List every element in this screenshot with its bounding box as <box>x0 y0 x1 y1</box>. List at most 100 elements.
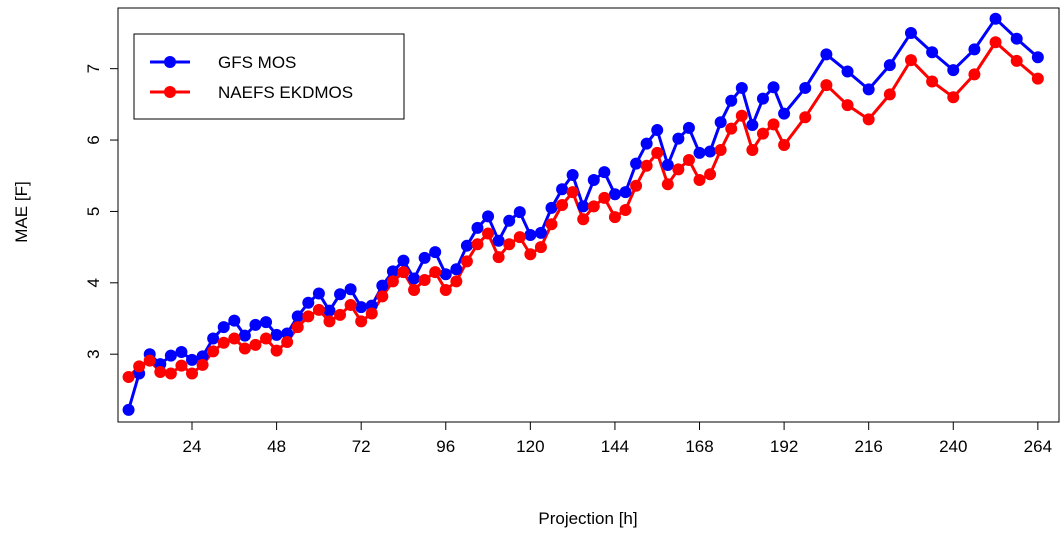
data-point-gfs-mos <box>291 310 304 323</box>
data-point-naefs-ekdmos <box>630 179 643 192</box>
data-point-naefs-ekdmos <box>164 367 177 380</box>
data-point-gfs-mos <box>534 226 547 239</box>
data-point-naefs-ekdmos <box>756 127 769 140</box>
x-tick-label: 120 <box>516 437 544 456</box>
data-point-gfs-mos <box>196 350 209 363</box>
y-tick-label: 5 <box>84 207 103 216</box>
data-point-gfs-mos <box>249 318 262 331</box>
data-point-gfs-mos <box>460 239 473 252</box>
data-point-naefs-ekdmos <box>926 75 939 88</box>
data-point-gfs-mos <box>651 124 664 137</box>
data-point-naefs-ekdmos <box>767 118 780 131</box>
data-point-naefs-ekdmos <box>228 332 241 345</box>
data-point-gfs-mos <box>471 221 484 234</box>
data-point-naefs-ekdmos <box>503 238 516 251</box>
data-point-gfs-mos <box>820 48 833 61</box>
x-tick-label: 192 <box>770 437 798 456</box>
data-point-naefs-ekdmos <box>397 266 410 279</box>
x-tick-label: 48 <box>267 437 286 456</box>
data-point-gfs-mos <box>746 119 759 132</box>
data-point-gfs-mos <box>968 43 981 56</box>
x-tick-label: 72 <box>352 437 371 456</box>
data-point-naefs-ekdmos <box>704 168 717 181</box>
data-point-naefs-ekdmos <box>598 191 611 204</box>
data-point-naefs-ekdmos <box>735 109 748 122</box>
data-point-gfs-mos <box>926 46 939 59</box>
data-point-naefs-ekdmos <box>122 371 135 384</box>
data-point-naefs-ekdmos <box>1031 72 1044 85</box>
x-tick-label: 264 <box>1024 437 1052 456</box>
data-point-gfs-mos <box>756 92 769 105</box>
data-point-gfs-mos <box>1031 51 1044 64</box>
plot-frame <box>117 7 1060 423</box>
x-tick-label: 24 <box>183 437 202 456</box>
data-point-naefs-ekdmos <box>904 54 917 67</box>
data-point-naefs-ekdmos <box>429 266 442 279</box>
data-point-gfs-mos <box>439 268 452 281</box>
legend-label-naefs-ekdmos: NAEFS EKDMOS <box>218 83 353 102</box>
data-point-naefs-ekdmos <box>207 345 220 358</box>
data-point-naefs-ekdmos <box>270 344 283 357</box>
data-point-gfs-mos <box>883 59 896 72</box>
data-point-naefs-ekdmos <box>556 199 569 212</box>
data-point-gfs-mos <box>429 246 442 259</box>
data-point-naefs-ekdmos <box>883 88 896 101</box>
data-point-gfs-mos <box>608 188 621 201</box>
data-point-naefs-ekdmos <box>334 308 347 321</box>
data-point-naefs-ekdmos <box>693 174 706 187</box>
data-point-naefs-ekdmos <box>841 99 854 112</box>
data-point-naefs-ekdmos <box>460 255 473 268</box>
data-point-gfs-mos <box>693 146 706 159</box>
data-point-naefs-ekdmos <box>566 186 579 199</box>
data-point-naefs-ekdmos <box>408 283 421 296</box>
data-point-gfs-mos <box>577 200 590 213</box>
data-point-gfs-mos <box>630 157 643 170</box>
data-point-gfs-mos <box>450 263 463 276</box>
data-point-gfs-mos <box>376 279 389 292</box>
legend-box <box>133 33 405 120</box>
data-point-naefs-ekdmos <box>989 36 1002 49</box>
data-point-gfs-mos <box>947 64 960 77</box>
data-point-gfs-mos <box>904 26 917 39</box>
data-point-naefs-ekdmos <box>725 122 738 135</box>
y-tick-label: 4 <box>84 278 103 287</box>
x-tick-label: 216 <box>854 437 882 456</box>
data-point-gfs-mos <box>217 321 230 334</box>
x-tick-label: 168 <box>685 437 713 456</box>
data-point-gfs-mos <box>524 228 537 241</box>
data-point-naefs-ekdmos <box>947 91 960 104</box>
data-point-gfs-mos <box>260 316 273 329</box>
data-point-naefs-ekdmos <box>640 159 653 172</box>
data-point-naefs-ekdmos <box>651 146 664 159</box>
data-point-naefs-ekdmos <box>260 332 273 345</box>
data-point-naefs-ekdmos <box>439 283 452 296</box>
data-point-gfs-mos <box>228 314 241 327</box>
legend-marker-gfs-mos <box>164 56 176 68</box>
data-point-naefs-ekdmos <box>281 336 294 349</box>
data-point-gfs-mos <box>545 201 558 214</box>
data-point-naefs-ekdmos <box>682 154 695 167</box>
data-point-naefs-ekdmos <box>471 238 484 251</box>
data-point-gfs-mos <box>566 169 579 182</box>
data-point-gfs-mos <box>672 132 685 145</box>
data-point-naefs-ekdmos <box>672 163 685 176</box>
data-point-gfs-mos <box>482 210 495 223</box>
data-point-naefs-ekdmos <box>302 310 315 323</box>
data-point-naefs-ekdmos <box>133 360 146 373</box>
data-point-gfs-mos <box>778 107 791 120</box>
y-tick-label: 3 <box>84 349 103 358</box>
data-point-gfs-mos <box>207 332 220 345</box>
data-point-naefs-ekdmos <box>386 275 399 288</box>
data-point-gfs-mos <box>386 265 399 278</box>
data-point-naefs-ekdmos <box>418 273 431 286</box>
data-point-gfs-mos <box>344 283 357 296</box>
data-point-gfs-mos <box>312 287 325 300</box>
data-point-naefs-ekdmos <box>587 200 600 213</box>
data-point-naefs-ekdmos <box>323 315 336 328</box>
data-point-naefs-ekdmos <box>312 303 325 316</box>
data-point-naefs-ekdmos <box>186 367 199 380</box>
data-point-gfs-mos <box>598 166 611 179</box>
data-point-naefs-ekdmos <box>482 227 495 240</box>
data-point-naefs-ekdmos <box>513 231 526 244</box>
